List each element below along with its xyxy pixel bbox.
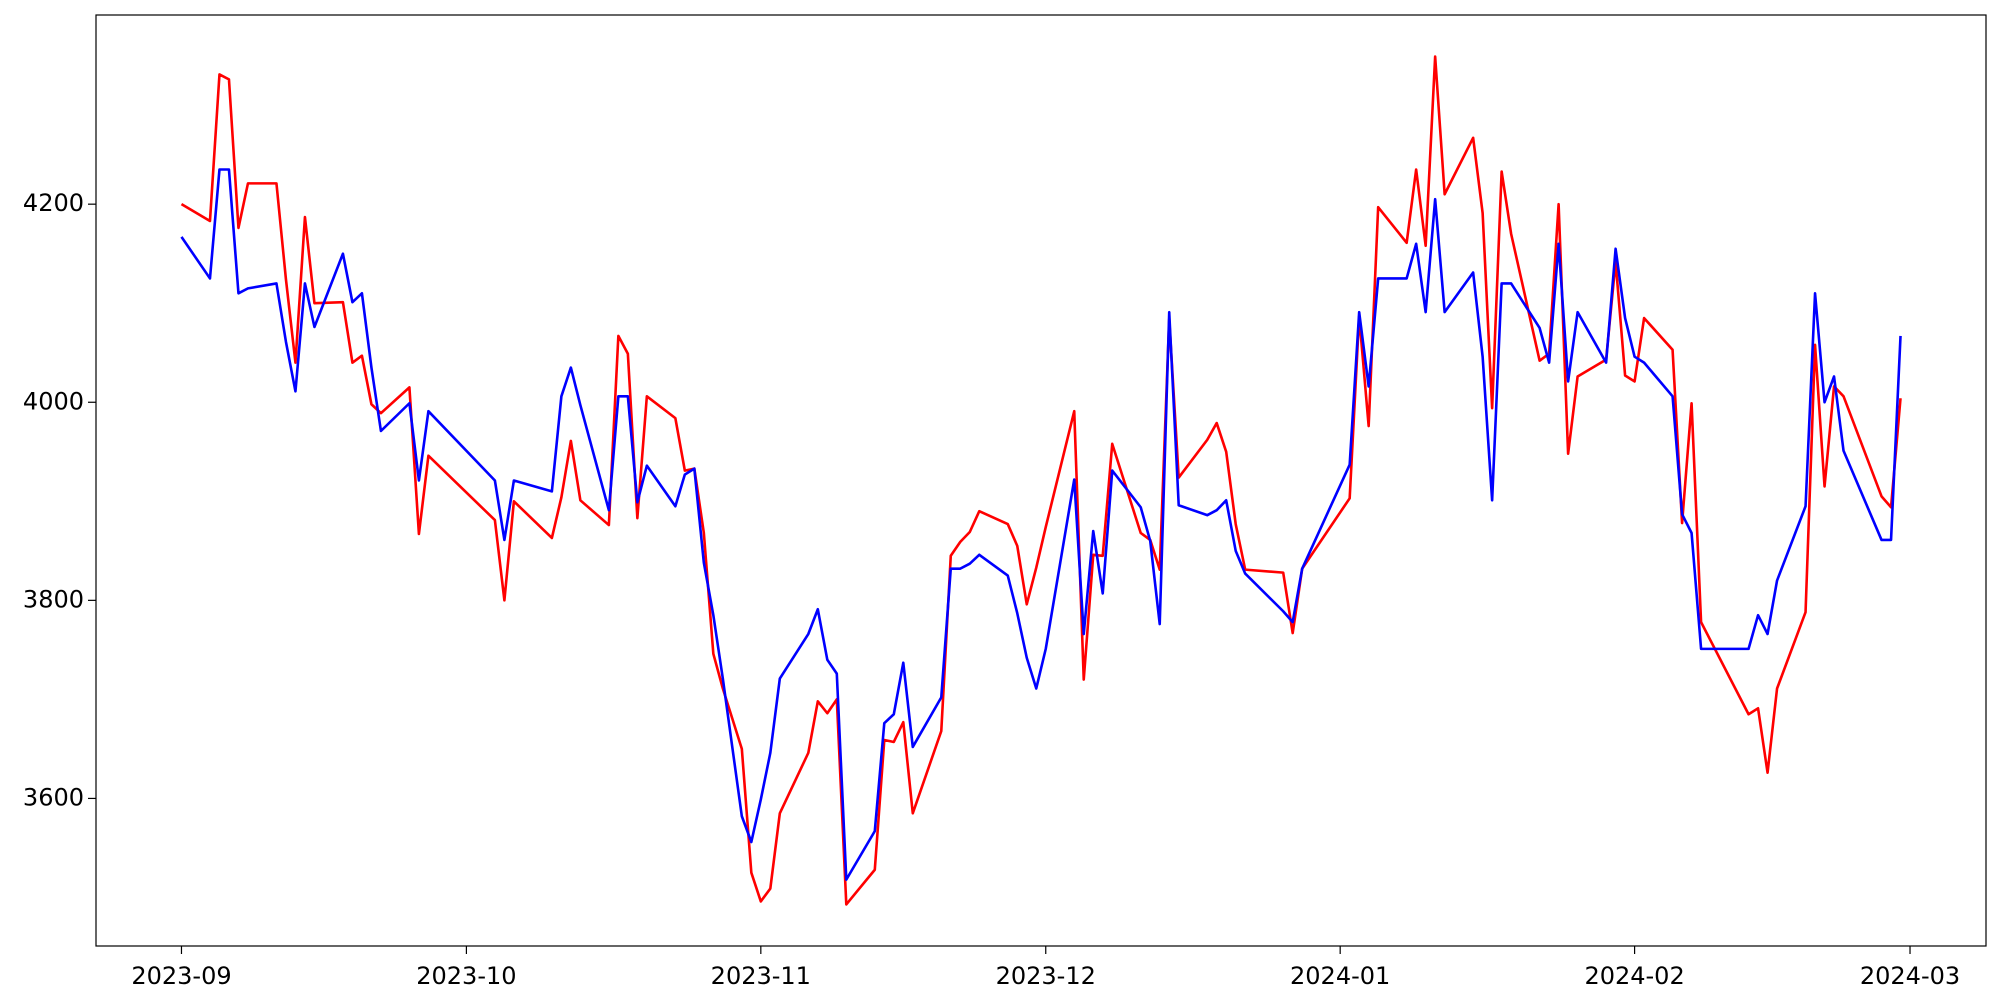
y-tick-label: 4200 [23,189,84,217]
y-tick-label: 3800 [23,585,84,613]
x-tick-label: 2023-12 [996,962,1096,990]
y-tick-label: 3600 [23,783,84,811]
x-tick-label: 2024-01 [1290,962,1390,990]
x-tick-label: 2023-11 [711,962,811,990]
line-series [180,168,1902,881]
x-tick-label: 2024-02 [1584,962,1684,990]
x-tick-label: 2023-09 [131,962,231,990]
line-series [180,55,1902,906]
y-tick-label: 4000 [23,387,84,415]
x-tick-label: 2023-10 [416,962,516,990]
plot-frame [95,14,1987,947]
x-tick-label: 2024-03 [1860,962,1960,990]
